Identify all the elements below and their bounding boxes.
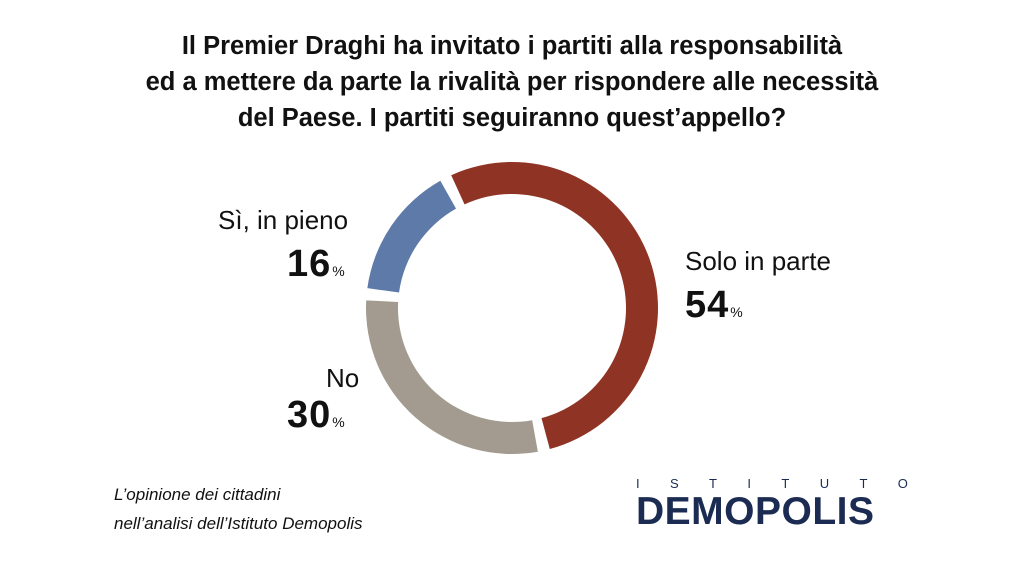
slice-si-in-pieno	[367, 180, 457, 293]
title-line-1: Il Premier Draghi ha invitato i partiti …	[181, 32, 843, 60]
legend-label-si-in-pieno: Sì, in pieno	[218, 205, 349, 235]
footnote-line-2: nell’analisi dell’Istituto Demopolis	[114, 514, 363, 533]
logo-letter: I	[636, 476, 640, 491]
unit-no: %	[332, 414, 345, 430]
unit-solo-in-parte: %	[730, 304, 743, 320]
logo-subtitle: I S T I T U T O	[636, 476, 908, 491]
logo-letter: T	[709, 476, 717, 491]
logo-letter: U	[819, 476, 830, 491]
title-line-2: ed a mettere da parte la rivalità per ri…	[145, 68, 879, 96]
unit-si-in-pieno: %	[332, 263, 345, 279]
footnote: L’opinione dei cittadini nell’analisi de…	[114, 480, 363, 538]
data-label-solo-in-parte: 54%	[685, 284, 743, 327]
demopolis-logo: I S T I T U T O DEMOPOLIS	[636, 476, 908, 536]
logo-letter: T	[859, 476, 868, 491]
slice-solo-in-parte	[451, 161, 658, 450]
logo-letter: O	[897, 476, 908, 491]
footnote-line-1: L’opinione dei cittadini	[114, 485, 281, 504]
logo-wordmark: DEMOPOLIS	[636, 490, 875, 533]
chart-title: Il Premier Draghi ha invitato i partiti …	[92, 28, 932, 136]
data-label-si-in-pieno: 16%	[287, 243, 345, 286]
legend-label-solo-in-parte: Solo in parte	[685, 246, 831, 276]
logo-letter: S	[670, 476, 679, 491]
logo-letter: T	[781, 476, 790, 491]
legend-label-no: No	[326, 363, 360, 393]
data-label-no: 30%	[287, 394, 345, 437]
value-si-in-pieno: 16	[287, 243, 332, 285]
value-solo-in-parte: 54	[685, 284, 730, 326]
logo-letter: I	[747, 476, 751, 491]
slice-no	[366, 300, 538, 454]
title-line-3: del Paese. I partiti seguiranno quest’ap…	[237, 104, 787, 132]
value-no: 30	[287, 394, 332, 436]
